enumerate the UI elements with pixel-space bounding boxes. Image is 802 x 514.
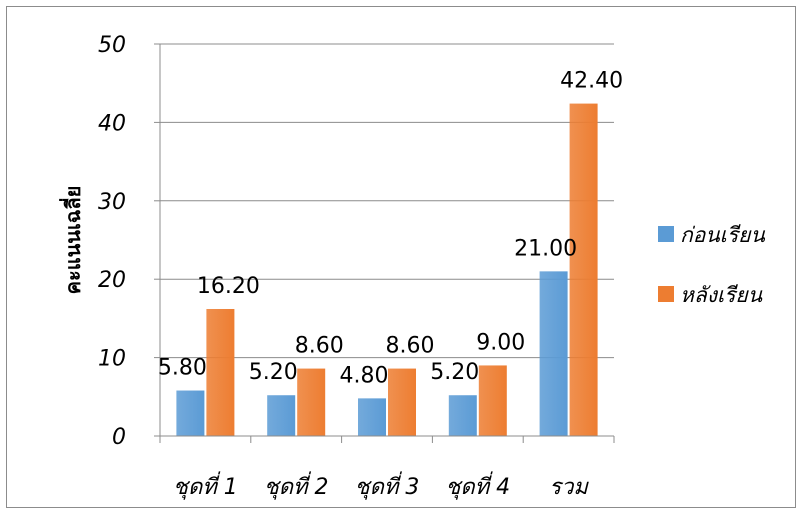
data-label: 4.80: [340, 363, 389, 388]
bar-after: [206, 308, 235, 436]
legend-swatch: [658, 286, 674, 302]
y-tick-label: 10: [98, 347, 126, 372]
data-labels: 5.8016.205.208.604.808.605.209.0021.0042…: [158, 69, 623, 389]
y-tick-label: 50: [98, 33, 126, 58]
bar-after: [478, 365, 507, 436]
y-tick-label: 30: [98, 190, 126, 215]
y-tick-label: 0: [112, 425, 126, 450]
x-category-label: ชุดที่ 2: [264, 471, 329, 500]
bar-after: [388, 368, 416, 436]
x-category-label: ชุดที่ 3: [355, 471, 420, 500]
y-axis-title: คะแนนเฉลี่ย: [58, 186, 85, 295]
x-category-label: รวม: [549, 475, 589, 500]
bar-before: [358, 398, 386, 436]
bar-before: [267, 395, 296, 436]
axes: 0 10 20 30 40 50 ชุดที่ 1 ชุดที่ 2 ชุดที่ 3 ชุดที…: [98, 33, 615, 500]
gridlines: [160, 43, 614, 359]
bar-after: [569, 103, 598, 437]
data-label: 9.00: [476, 330, 525, 355]
bars: [176, 103, 598, 437]
x-category-label: ชุดที่ 4: [445, 471, 510, 500]
data-label: 8.60: [386, 334, 435, 359]
bar-before: [176, 390, 205, 436]
data-label: 8.60: [295, 334, 344, 359]
x-category-label: ชุดที่ 1: [173, 471, 238, 500]
data-label: 42.40: [560, 69, 623, 94]
data-label: 21.00: [514, 236, 577, 261]
bar-before: [539, 271, 568, 436]
data-label: 5.20: [430, 360, 479, 385]
legend-swatch: [658, 226, 674, 242]
data-label: 5.20: [249, 360, 298, 385]
y-tick-label: 40: [98, 111, 126, 136]
legend-label: ก่อนเรียน: [680, 223, 765, 247]
bar-before: [448, 395, 477, 436]
data-label: 16.20: [197, 274, 260, 299]
bar-after: [297, 368, 326, 436]
legend-label: หลังเรียน: [680, 283, 763, 307]
data-label: 5.80: [158, 356, 207, 381]
y-tick-label: 20: [98, 268, 126, 293]
